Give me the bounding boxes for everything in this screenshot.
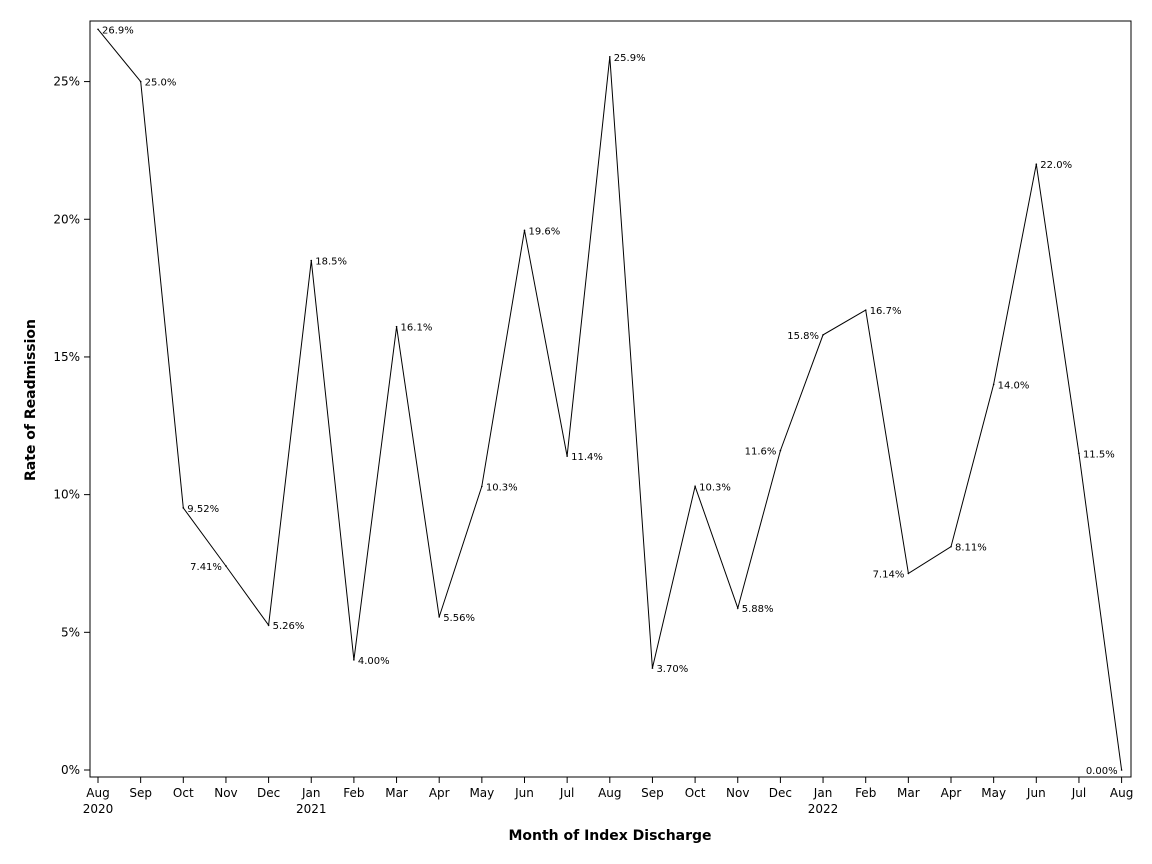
data-point (609, 55, 611, 58)
x-tick-label-month: Dec (769, 786, 792, 800)
x-tick-label-month: Mar (385, 786, 408, 800)
data-point (395, 325, 398, 328)
data-label: 25.0% (145, 78, 177, 89)
data-point (97, 28, 99, 31)
data-point (779, 449, 782, 452)
y-tick-label: 25% (53, 75, 80, 89)
x-tick-label-month: Apr (941, 786, 962, 800)
y-tick-label: 5% (61, 625, 80, 639)
x-tick-label-month: Jan (301, 786, 321, 800)
data-label: 11.4% (571, 452, 603, 463)
data-label: 25.9% (614, 53, 646, 64)
series-line (97, 28, 1123, 771)
data-label: 8.11% (955, 543, 987, 554)
data-label: 5.88% (742, 604, 774, 615)
data-point (822, 334, 824, 336)
y-axis: 0% 5% 10% 15% 20% 25% (53, 75, 90, 777)
data-label: 10.3% (699, 482, 731, 493)
x-tick-label-month: Aug (1110, 786, 1133, 800)
x-tick-label-month: Sep (641, 786, 664, 800)
data-point (523, 229, 526, 232)
data-point (1078, 452, 1080, 455)
data-label: 16.1% (401, 323, 433, 334)
y-tick-label: 0% (61, 763, 80, 777)
data-point (566, 455, 568, 457)
x-tick-label-month: Aug (86, 786, 109, 800)
data-label: 7.14% (873, 569, 905, 580)
data-label: 0.00% (1086, 766, 1118, 777)
x-tick-label-month: Jul (1071, 786, 1086, 800)
data-point (1120, 769, 1123, 771)
data-label: 26.9% (102, 25, 134, 36)
data-point (267, 624, 270, 626)
x-tick-label-month: Oct (173, 786, 194, 800)
x-tick-label-year: 2020 (83, 802, 114, 816)
data-label: 3.70% (656, 664, 688, 675)
data-label: 7.41% (190, 562, 222, 573)
x-tick-label-month: Dec (257, 786, 280, 800)
x-tick-label-month: Jan (813, 786, 833, 800)
data-point (907, 572, 910, 575)
x-tick-label-year: 2021 (296, 802, 327, 816)
data-point (864, 309, 867, 311)
x-axis: Aug 2020 Sep Oct Nov Dec Jan 2021 Feb Mar Apr May Ju… (83, 777, 1133, 816)
y-tick-label: 20% (53, 212, 80, 226)
y-tick-label: 15% (53, 350, 80, 364)
x-tick-label-month: May (469, 786, 494, 800)
data-point (992, 383, 995, 386)
data-point (438, 616, 441, 618)
data-point (736, 607, 739, 609)
data-label: 18.5% (315, 257, 347, 268)
data-label: 11.6% (745, 447, 777, 458)
x-tick-label-month: Mar (897, 786, 920, 800)
data-point (310, 259, 313, 262)
x-tick-label-month: Apr (429, 786, 450, 800)
data-label: 14.0% (998, 380, 1030, 391)
data-label: 22.0% (1040, 160, 1072, 171)
data-label: 5.56% (443, 613, 475, 624)
data-point (481, 485, 483, 488)
data-point (139, 80, 142, 83)
data-point (694, 485, 696, 488)
data-label: 16.7% (870, 306, 902, 317)
data-point (950, 545, 952, 548)
data-label: 9.52% (187, 504, 219, 515)
x-tick-label-month: Feb (855, 786, 876, 800)
data-point (225, 565, 227, 567)
x-tick-label-month: Oct (685, 786, 706, 800)
data-label: 5.26% (273, 621, 305, 632)
x-tick-label-month: May (981, 786, 1006, 800)
data-label: 19.6% (529, 226, 561, 237)
data-labels: 26.9% 25.0% 9.52% 7.41% 5.26% 18.5% 4.00% 16.1%… (102, 25, 1118, 777)
x-tick-label-month: Nov (726, 786, 749, 800)
x-tick-label-year: 2022 (808, 802, 839, 816)
x-tick-label-month: Sep (129, 786, 152, 800)
x-axis-title: Month of Index Discharge (508, 828, 711, 844)
data-point (651, 667, 654, 669)
x-tick-label-month: Feb (343, 786, 364, 800)
data-point (182, 507, 185, 509)
data-point (1035, 163, 1038, 165)
x-tick-label-month: Jun (1026, 786, 1046, 800)
y-axis-title: Rate of Readmission (23, 319, 39, 481)
x-tick-label-month: Jun (514, 786, 534, 800)
data-label: 11.5% (1083, 449, 1115, 460)
data-label: 4.00% (358, 656, 390, 667)
y-tick-label: 10% (53, 488, 80, 502)
data-label: 10.3% (486, 482, 518, 493)
x-tick-label-month: Jul (559, 786, 574, 800)
x-tick-label-month: Nov (214, 786, 237, 800)
data-point (353, 659, 355, 661)
series-layer (97, 28, 1123, 771)
x-tick-label-month: Aug (598, 786, 621, 800)
plot-frame (89, 20, 1132, 778)
data-label: 15.8% (787, 331, 819, 342)
